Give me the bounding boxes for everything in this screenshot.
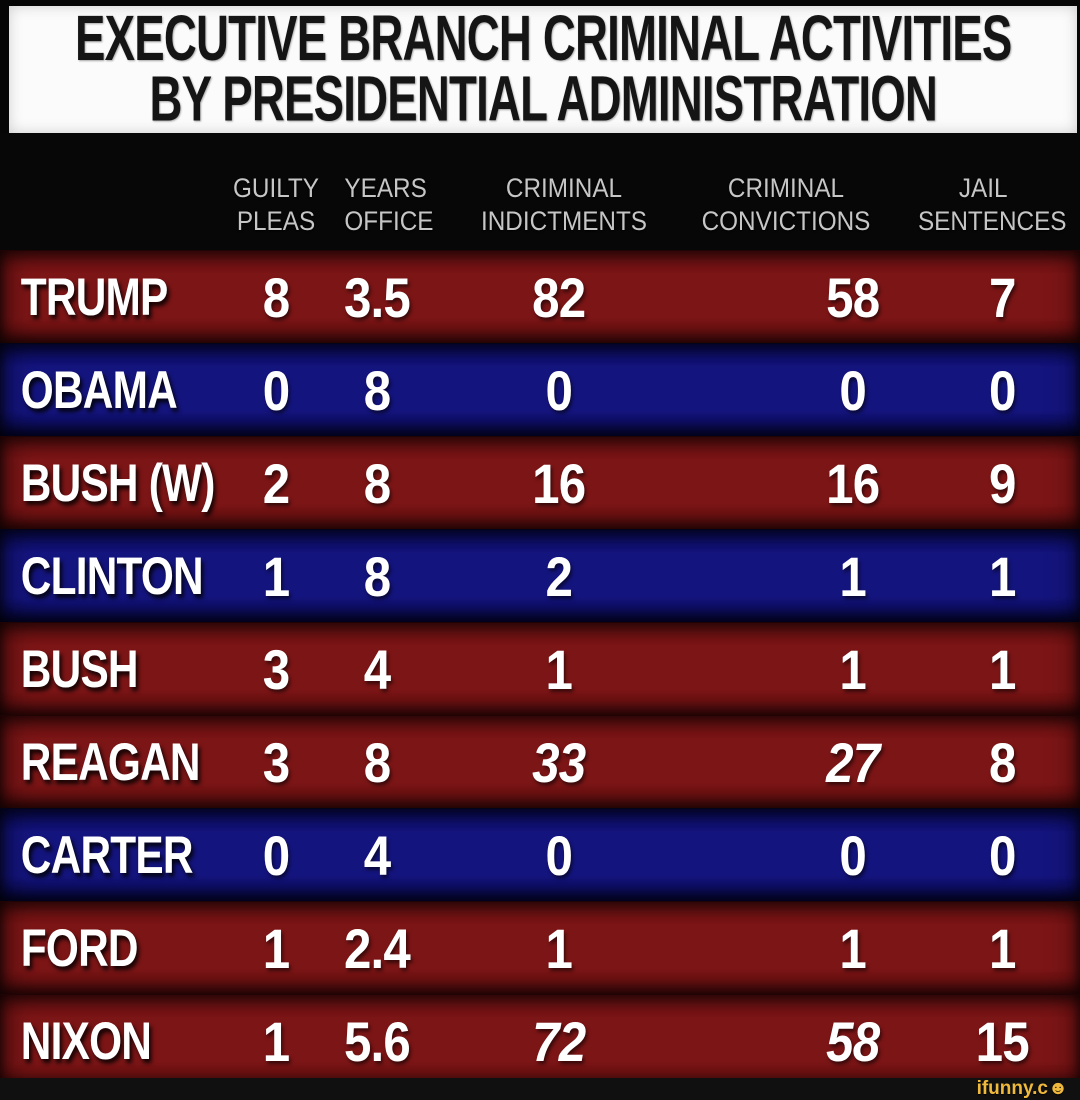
table-row: CLINTON 1 8 2 1 1 bbox=[0, 529, 1080, 622]
value-criminal_convictions: 58 bbox=[826, 265, 880, 329]
value-jail_sentences: 7 bbox=[988, 265, 1016, 329]
table-row: TRUMP 8 3.5 82 58 7 bbox=[0, 250, 1080, 343]
value-criminal_indictments: 16 bbox=[532, 451, 586, 515]
page-title-line1: EXECUTIVE BRANCH CRIMINAL ACTIVITIES bbox=[74, 3, 1012, 75]
value-criminal_indictments: 0 bbox=[545, 823, 572, 887]
president-label: TRUMP bbox=[20, 267, 169, 327]
president-label: BUSH bbox=[20, 639, 139, 699]
column-header-line: YEARS bbox=[344, 173, 427, 204]
column-header-criminal_convictions: CRIMINAL CONVICTIONS bbox=[680, 172, 892, 238]
value-years_office: 8 bbox=[363, 544, 391, 608]
value-criminal_indictments: 1 bbox=[545, 916, 572, 980]
value-criminal_indictments: 0 bbox=[545, 358, 572, 422]
president-label: FORD bbox=[20, 918, 139, 978]
value-criminal_indictments: 72 bbox=[532, 1009, 586, 1073]
value-years_office: 5.6 bbox=[344, 1009, 411, 1073]
value-guilty_pleas: 1 bbox=[262, 1009, 290, 1073]
value-jail_sentences: 1 bbox=[988, 544, 1016, 608]
table-row: REAGAN 3 8 33 27 8 bbox=[0, 715, 1080, 808]
president-label: NIXON bbox=[20, 1011, 152, 1071]
value-criminal_convictions: 27 bbox=[826, 730, 880, 794]
ifunny-watermark: ifunny.c☻ bbox=[977, 1079, 1068, 1098]
value-years_office: 8 bbox=[363, 358, 391, 422]
value-years_office: 3.5 bbox=[344, 265, 411, 329]
value-criminal_convictions: 58 bbox=[826, 1009, 880, 1073]
president-label: OBAMA bbox=[20, 360, 178, 420]
table-row: FORD 1 2.4 1 1 1 bbox=[0, 901, 1080, 994]
table-row: CARTER 0 4 0 0 0 bbox=[0, 808, 1080, 901]
title-banner: EXECUTIVE BRANCH CRIMINAL ACTIVITIES BY … bbox=[9, 6, 1077, 133]
value-guilty_pleas: 0 bbox=[262, 823, 290, 887]
value-criminal_convictions: 0 bbox=[839, 358, 866, 422]
column-header-line: SENTENCES bbox=[917, 206, 1067, 237]
value-jail_sentences: 1 bbox=[988, 637, 1016, 701]
value-guilty_pleas: 1 bbox=[262, 544, 290, 608]
value-jail_sentences: 8 bbox=[988, 730, 1016, 794]
table-row: BUSH (W) 2 8 16 16 9 bbox=[0, 436, 1080, 529]
table-row: BUSH 3 4 1 1 1 bbox=[0, 622, 1080, 715]
value-years_office: 4 bbox=[363, 823, 391, 887]
value-criminal_indictments: 82 bbox=[532, 265, 586, 329]
column-header-line: CONVICTIONS bbox=[701, 206, 871, 237]
column-header-line: PLEAS bbox=[236, 206, 316, 237]
value-jail_sentences: 1 bbox=[988, 916, 1016, 980]
value-jail_sentences: 9 bbox=[988, 451, 1016, 515]
column-header-line: GUILTY bbox=[233, 173, 319, 204]
value-criminal_convictions: 1 bbox=[839, 916, 866, 980]
president-label: CLINTON bbox=[20, 546, 204, 606]
column-header-line: JAIL bbox=[958, 173, 1008, 204]
value-jail_sentences: 0 bbox=[988, 358, 1016, 422]
page-title-line2: BY PRESIDENTIAL ADMINISTRATION bbox=[149, 63, 937, 136]
value-years_office: 8 bbox=[363, 451, 391, 515]
watermark-bar: ifunny.c☻ bbox=[0, 1078, 1080, 1100]
value-criminal_convictions: 16 bbox=[826, 451, 880, 515]
column-header-line: CRIMINAL bbox=[505, 173, 623, 204]
value-years_office: 4 bbox=[363, 637, 391, 701]
value-criminal_indictments: 33 bbox=[532, 730, 586, 794]
president-label: BUSH (W) bbox=[20, 453, 216, 513]
column-header-criminal_indictments: CRIMINAL INDICTMENTS bbox=[442, 172, 687, 238]
column-header-guilty_pleas: GUILTY PLEAS bbox=[218, 172, 333, 238]
value-guilty_pleas: 0 bbox=[262, 358, 290, 422]
ifunny-watermark-text: ifunny.c bbox=[976, 1077, 1048, 1099]
table-row: NIXON 1 5.6 72 58 15 bbox=[0, 994, 1080, 1087]
value-criminal_convictions: 1 bbox=[839, 637, 866, 701]
value-criminal_convictions: 1 bbox=[839, 544, 866, 608]
column-header-line: CRIMINAL bbox=[727, 173, 845, 204]
value-criminal_convictions: 0 bbox=[839, 823, 866, 887]
column-header-line: INDICTMENTS bbox=[480, 206, 648, 237]
table-body: TRUMP 8 3.5 82 58 7 OBAMA 0 8 0 0 0 BUSH (W) 2 8 16 16 9 C… bbox=[0, 250, 1080, 1087]
value-criminal_indictments: 1 bbox=[545, 637, 572, 701]
value-years_office: 8 bbox=[363, 730, 391, 794]
column-headers: GUILTY PLEAS YEARS OFFICE CRIMINAL INDICTMENT… bbox=[0, 133, 1080, 250]
value-guilty_pleas: 8 bbox=[262, 265, 290, 329]
president-label: REAGAN bbox=[20, 732, 201, 792]
value-jail_sentences: 15 bbox=[975, 1009, 1030, 1073]
president-label: CARTER bbox=[20, 825, 194, 885]
value-guilty_pleas: 1 bbox=[262, 916, 290, 980]
value-jail_sentences: 0 bbox=[988, 823, 1016, 887]
value-criminal_indictments: 2 bbox=[545, 544, 572, 608]
column-header-years_office: YEARS OFFICE bbox=[344, 172, 434, 238]
value-guilty_pleas: 3 bbox=[262, 637, 290, 701]
smiley-icon: ☻ bbox=[1048, 1077, 1068, 1099]
column-header-jail_sentences: JAIL SENTENCES bbox=[917, 172, 1067, 238]
column-header-line: OFFICE bbox=[344, 206, 434, 237]
table-row: OBAMA 0 8 0 0 0 bbox=[0, 343, 1080, 436]
value-years_office: 2.4 bbox=[344, 916, 411, 980]
value-guilty_pleas: 2 bbox=[262, 451, 290, 515]
page-title: EXECUTIVE BRANCH CRIMINAL ACTIVITIES BY … bbox=[74, 3, 1012, 136]
value-guilty_pleas: 3 bbox=[262, 730, 290, 794]
